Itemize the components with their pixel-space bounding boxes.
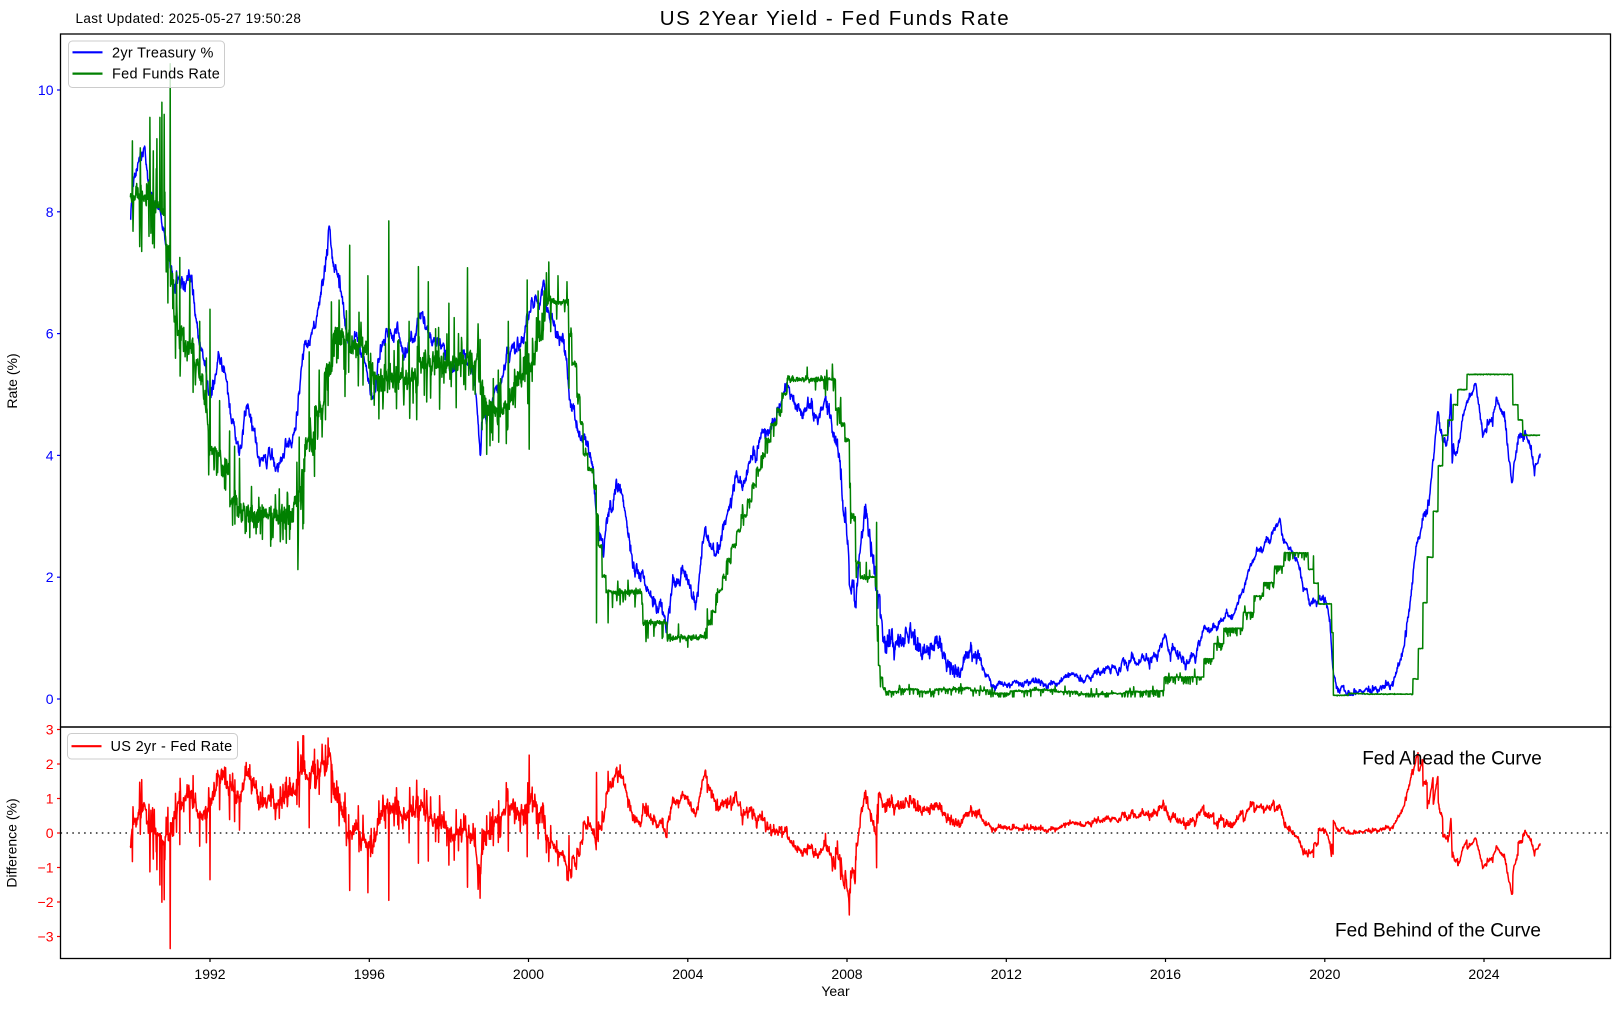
svg-text:1992: 1992	[194, 966, 225, 982]
svg-text:2016: 2016	[1150, 966, 1181, 982]
svg-text:8: 8	[46, 204, 54, 220]
svg-text:2000: 2000	[513, 966, 544, 982]
svg-text:2024: 2024	[1468, 966, 1499, 982]
svg-text:2020: 2020	[1309, 966, 1340, 982]
svg-text:Year: Year	[821, 983, 850, 999]
svg-text:0: 0	[46, 825, 54, 841]
svg-text:Rate (%): Rate (%)	[4, 353, 20, 408]
svg-text:−1: −1	[38, 860, 54, 876]
svg-text:2: 2	[46, 569, 54, 585]
svg-text:4: 4	[46, 447, 54, 463]
svg-text:Last Updated: 2025-05-27 19:50: Last Updated: 2025-05-27 19:50:28	[76, 11, 302, 26]
svg-text:2: 2	[46, 756, 54, 772]
svg-text:2008: 2008	[831, 966, 862, 982]
svg-text:1996: 1996	[354, 966, 385, 982]
svg-text:Fed Funds Rate: Fed Funds Rate	[112, 67, 220, 83]
svg-text:Difference (%): Difference (%)	[4, 798, 20, 887]
svg-text:Fed Behind of the Curve: Fed Behind of the Curve	[1335, 921, 1541, 942]
svg-text:0: 0	[46, 691, 54, 707]
svg-text:2004: 2004	[672, 966, 703, 982]
svg-text:−2: −2	[38, 894, 54, 910]
svg-text:US 2Year Yield - Fed Funds Rat: US 2Year Yield - Fed Funds Rate	[660, 7, 1010, 30]
svg-text:3: 3	[46, 722, 54, 738]
svg-text:6: 6	[46, 326, 54, 342]
svg-text:−3: −3	[38, 929, 54, 945]
svg-text:2yr Treasury %: 2yr Treasury %	[112, 45, 214, 61]
svg-text:2012: 2012	[991, 966, 1022, 982]
svg-text:1: 1	[46, 791, 54, 807]
svg-text:US 2yr - Fed Rate: US 2yr - Fed Rate	[111, 739, 233, 755]
svg-text:10: 10	[38, 82, 54, 98]
svg-text:Fed Ahead the Curve: Fed Ahead the Curve	[1362, 749, 1542, 770]
